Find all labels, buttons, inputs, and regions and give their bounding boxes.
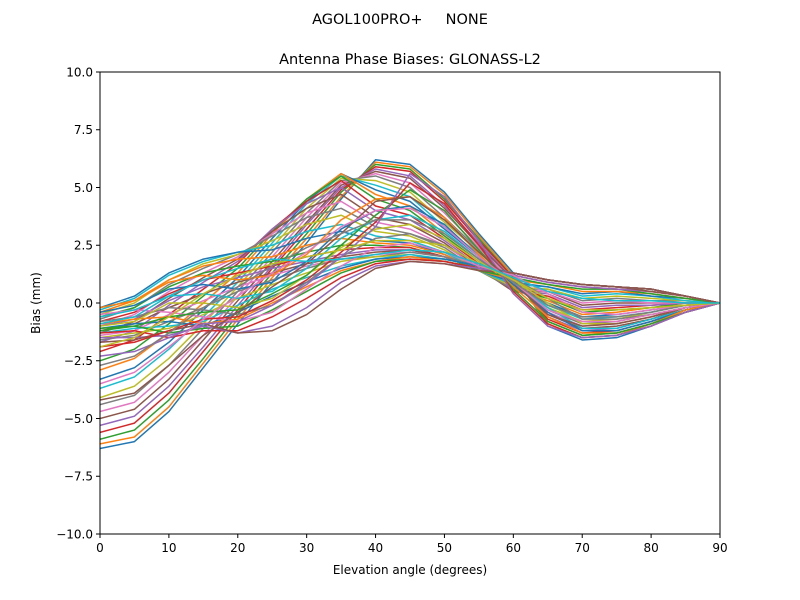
y-tick-label: 7.5 (74, 123, 93, 137)
figure-suptitle: AGOL100PRO+ NONE (312, 12, 488, 28)
series-line-45 (100, 172, 720, 357)
series-layer (100, 159, 720, 450)
series-line-49 (100, 239, 720, 348)
series-line-1 (100, 159, 720, 450)
x-tick-label: 60 (506, 541, 521, 555)
x-tick-label: 30 (299, 541, 314, 555)
series-line-6 (100, 170, 720, 420)
series-line-38 (100, 232, 720, 323)
series-line-37 (100, 242, 720, 323)
series-line-19 (100, 214, 720, 316)
series-line-43 (100, 189, 720, 337)
series-line-46 (100, 195, 720, 401)
plot-frame (99, 71, 721, 535)
y-tick-label: −2.5 (64, 354, 93, 368)
series-line-48 (100, 219, 720, 367)
x-tick-label: 0 (96, 541, 104, 555)
x-tick-label: 20 (230, 541, 245, 555)
y-tick-label: 5.0 (74, 181, 93, 195)
chart-title: Antenna Phase Biases: GLONASS-L2 (279, 52, 541, 68)
y-tick-label: 0.0 (74, 296, 93, 310)
series-line-47 (100, 207, 720, 385)
series-line-50 (100, 249, 720, 325)
series-line-22 (100, 237, 720, 313)
x-tick-label: 70 (575, 541, 590, 555)
y-tick-label: 2.5 (74, 239, 93, 253)
y-axis-label: Bias (mm) (29, 272, 43, 334)
x-tick-label: 50 (437, 541, 452, 555)
y-tick-label: 10.0 (66, 65, 93, 79)
x-tick-label: 80 (643, 541, 658, 555)
x-axis-label: Elevation angle (degrees) (333, 563, 487, 577)
x-tick-label: 40 (368, 541, 383, 555)
y-tick-label: −5.0 (64, 412, 93, 426)
tick-layer: 0 10 20 30 40 50 60 70 80 90 −10.0 −7.5 −5.0 −2.5 0.0 2… (56, 65, 727, 555)
series-line-41 (100, 205, 720, 332)
y-tick-label: −7.5 (64, 470, 93, 484)
x-tick-label: 10 (161, 541, 176, 555)
y-tick-label: −10.0 (56, 527, 93, 541)
x-tick-label: 90 (712, 541, 727, 555)
